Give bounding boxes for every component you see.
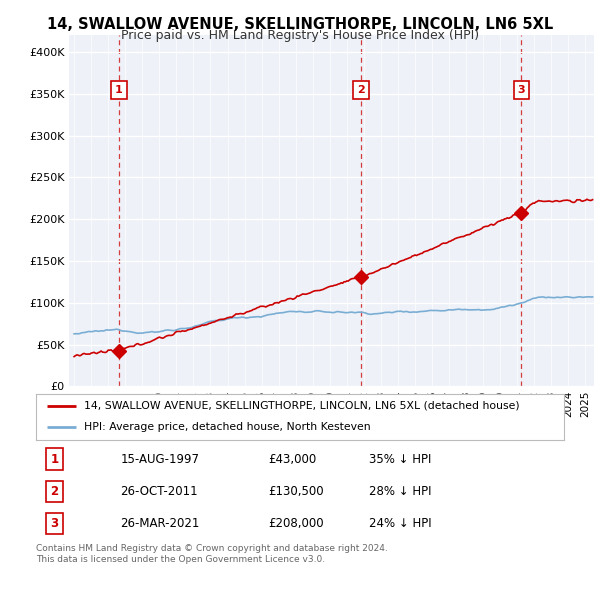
Text: 24% ↓ HPI: 24% ↓ HPI [368, 517, 431, 530]
Text: 15-AUG-1997: 15-AUG-1997 [121, 453, 199, 466]
Text: Contains HM Land Registry data © Crown copyright and database right 2024.: Contains HM Land Registry data © Crown c… [36, 544, 388, 553]
Text: 2: 2 [50, 484, 59, 498]
Text: 28% ↓ HPI: 28% ↓ HPI [368, 484, 431, 498]
Text: Price paid vs. HM Land Registry's House Price Index (HPI): Price paid vs. HM Land Registry's House … [121, 30, 479, 42]
Text: 26-MAR-2021: 26-MAR-2021 [121, 517, 200, 530]
Text: 3: 3 [518, 85, 525, 95]
Text: £43,000: £43,000 [268, 453, 317, 466]
Text: HPI: Average price, detached house, North Kesteven: HPI: Average price, detached house, Nort… [83, 422, 370, 432]
Text: 35% ↓ HPI: 35% ↓ HPI [368, 453, 431, 466]
Text: This data is licensed under the Open Government Licence v3.0.: This data is licensed under the Open Gov… [36, 555, 325, 563]
Text: £130,500: £130,500 [268, 484, 324, 498]
Text: 26-OCT-2011: 26-OCT-2011 [121, 484, 198, 498]
Text: 1: 1 [50, 453, 59, 466]
Text: 14, SWALLOW AVENUE, SKELLINGTHORPE, LINCOLN, LN6 5XL (detached house): 14, SWALLOW AVENUE, SKELLINGTHORPE, LINC… [83, 401, 519, 411]
Text: 14, SWALLOW AVENUE, SKELLINGTHORPE, LINCOLN, LN6 5XL: 14, SWALLOW AVENUE, SKELLINGTHORPE, LINC… [47, 17, 553, 31]
Text: 1: 1 [115, 85, 122, 95]
Text: 2: 2 [357, 85, 365, 95]
Text: £208,000: £208,000 [268, 517, 324, 530]
Text: 3: 3 [50, 517, 59, 530]
